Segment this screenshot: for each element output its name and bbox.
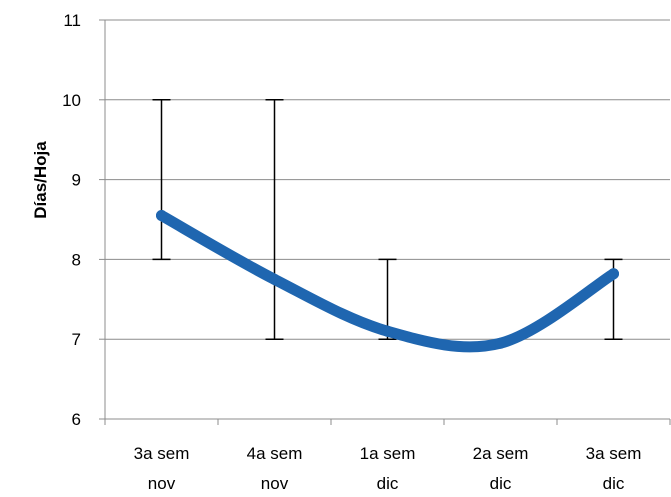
x-tick-label-0-1: nov	[148, 474, 176, 493]
error-bars	[152, 99, 623, 340]
x-tick-label-1-0: 4a sem	[247, 444, 303, 463]
data-point-4	[608, 268, 619, 280]
x-tick-label-1-1: nov	[261, 474, 289, 493]
x-tick-label-4-0: 3a sem	[586, 444, 642, 463]
y-axis-title: Días/Hoja	[31, 141, 50, 219]
x-tick-label-2-1: dic	[377, 474, 399, 493]
grid	[105, 19, 670, 340]
x-tick-label-4-1: dic	[603, 474, 625, 493]
y-tick-label-7: 7	[72, 330, 81, 349]
x-tick-label-0-0: 3a sem	[134, 444, 190, 463]
x-tick-label-3-0: 2a sem	[473, 444, 529, 463]
y-tick-label-10: 10	[62, 91, 81, 110]
data-point-1	[269, 273, 280, 285]
series-lines	[156, 210, 619, 353]
x-axis-ticks: 3a sem nov 4a sem nov 1a sem dic 2a sem dic 3a s…	[104, 419, 671, 493]
y-tick-label-9: 9	[72, 171, 81, 190]
x-tick-label-2-0: 1a sem	[360, 444, 416, 463]
x-tick-label-3-1: dic	[490, 474, 512, 493]
data-point-2	[382, 325, 393, 337]
y-tick-label-6: 6	[72, 410, 81, 429]
y-tick-label-11: 11	[63, 11, 81, 30]
data-point-0	[156, 210, 167, 222]
data-point-3	[495, 337, 506, 349]
y-tick-label-8: 8	[72, 250, 81, 269]
axes	[104, 20, 670, 420]
y-axis-ticks: 6 7 8 9 10 11	[62, 11, 105, 429]
